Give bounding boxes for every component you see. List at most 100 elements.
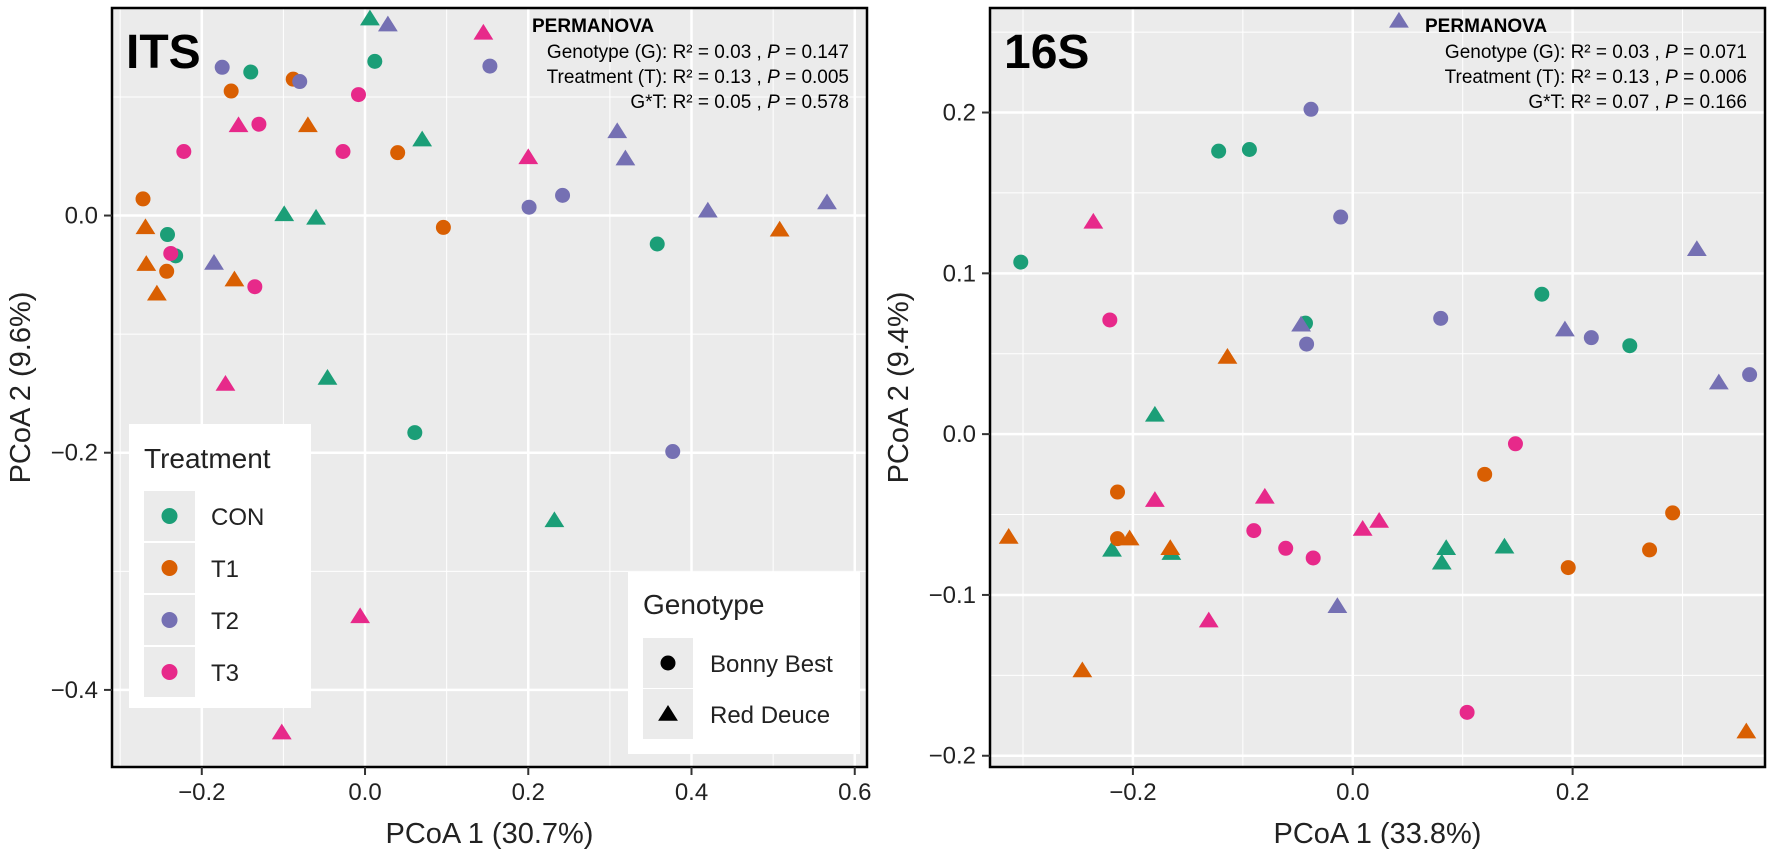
its-point-t2-circle <box>521 199 537 215</box>
permanova-p-symbol: P <box>1665 92 1678 113</box>
16s-point-t1-circle <box>1560 560 1576 576</box>
16s-point-t3-triangle <box>1144 491 1165 507</box>
16s-point-t2-triangle <box>1708 373 1729 390</box>
its-permanova-row: G*T: R² = 0.05 , P = 0.578 <box>630 92 849 113</box>
its-point-con-triangle <box>412 130 433 147</box>
treatment-legend-label: T3 <box>211 660 239 687</box>
its-x-tick-label: 0.0 <box>348 779 381 806</box>
16s-point-t3-triangle <box>1352 520 1373 536</box>
16s-point-con-triangle <box>1494 537 1515 554</box>
16s-y-tick-label: 0.0 <box>943 421 976 448</box>
its-point-t2-triangle <box>204 253 224 270</box>
its-point-t3-triangle <box>473 23 494 40</box>
its-point-t1-circle <box>223 83 239 99</box>
permanova-stat: Treatment (T): R² = 0.13 , <box>1445 67 1666 88</box>
its-point-t2-triangle <box>697 201 718 218</box>
16s-y-tick-label: 0.1 <box>943 260 976 287</box>
its-point-con-circle <box>243 64 259 80</box>
16s-point-con-triangle <box>1102 540 1122 557</box>
its-point-t3-triangle <box>215 374 236 391</box>
its-x-tick-label: 0.6 <box>838 779 871 806</box>
treatment-legend-marker-t2 <box>161 612 178 628</box>
its-point-t3-circle <box>247 279 263 295</box>
its-point-t1-circle <box>135 191 151 207</box>
16s-point-t1-circle <box>1477 466 1493 482</box>
its-point-t1-triangle <box>224 270 245 287</box>
its-point-t2-triangle <box>817 193 837 210</box>
16s-x-axis-label: PCoA 1 (33.8%) <box>1274 818 1482 850</box>
treatment-legend-title: Treatment <box>144 443 271 474</box>
permanova-p-value: = 0.071 <box>1678 42 1747 63</box>
its-panel-title: ITS <box>126 26 201 79</box>
16s-x-tick-label: 0.2 <box>1556 779 1589 806</box>
its-point-t3-circle <box>163 245 179 261</box>
16s-panel: −0.2 0.0 0.2 0.2 0.1 0.0 −0.1 −0.2 PCoA 1 (33.8%… <box>883 6 1767 850</box>
its-point-t2-triangle <box>615 149 636 166</box>
its-point-t1-triangle <box>769 220 790 237</box>
treatment-legend-marker-t1 <box>161 560 178 576</box>
its-point-t1-circle <box>435 219 451 235</box>
16s-permanova-row: Genotype (G): R² = 0.03 , P = 0.071 <box>1445 42 1747 63</box>
16s-point-con-circle <box>1241 142 1257 158</box>
its-x-tick-label: 0.2 <box>512 779 545 806</box>
its-point-t1-triangle <box>135 218 156 235</box>
16s-point-con-triangle <box>1144 405 1165 422</box>
16s-point-t1-triangle <box>1119 529 1140 546</box>
16s-point-t3-circle <box>1278 540 1294 556</box>
permanova-p-symbol: P <box>767 42 780 63</box>
16s-point-t1-triangle <box>998 528 1019 544</box>
16s-point-t2-triangle <box>1291 315 1311 332</box>
its-plot-frame <box>110 6 869 769</box>
its-permanova-row: Treatment (T): R² = 0.13 , P = 0.005 <box>547 67 849 88</box>
its-point-t1-circle <box>390 145 406 161</box>
genotype-legend-label: Red Deuce <box>710 702 830 729</box>
genotype-legend-marker-triangle <box>658 705 678 721</box>
its-point-t1-circle <box>159 263 175 279</box>
its-point-t3-circle <box>335 143 351 159</box>
its-point-t3-triangle <box>271 723 292 740</box>
its-panel: −0.2 0.0 0.2 0.4 0.6 0.0 −0.2 −0.4 PCoA 1 (30.7%… <box>5 6 871 850</box>
its-point-t3-circle <box>350 87 366 103</box>
its-point-t1-triangle <box>136 255 157 271</box>
its-point-t1-triangle <box>297 116 318 133</box>
its-point-con-circle <box>160 227 176 243</box>
treatment-legend-label: T2 <box>211 608 239 635</box>
genotype-legend-title: Genotype <box>643 589 764 620</box>
16s-point-t3-circle <box>1459 704 1475 720</box>
16s-point-t3-circle <box>1102 312 1118 328</box>
16s-y-tick-label: 0.2 <box>943 100 976 127</box>
permanova-stat: G*T: R² = 0.05 , <box>630 92 767 113</box>
its-point-t3-triangle <box>228 116 249 133</box>
its-permanova-row: Genotype (G): R² = 0.03 , P = 0.147 <box>547 42 849 63</box>
its-x-tick-label: 0.4 <box>675 779 708 806</box>
genotype-legend-label: Bonny Best <box>710 651 833 678</box>
16s-point-con-circle <box>1534 286 1550 302</box>
16s-y-tick-label: −0.1 <box>929 582 976 609</box>
16s-permanova-row: Treatment (T): R² = 0.13 , P = 0.006 <box>1445 67 1747 88</box>
its-point-t3-circle <box>251 116 267 132</box>
16s-y-axis-label: PCoA 2 (9.4%) <box>883 292 915 484</box>
its-point-con-triangle <box>544 511 565 528</box>
16s-point-con-circle <box>1013 254 1029 270</box>
16s-point-con-triangle <box>1436 539 1457 556</box>
its-point-con-triangle <box>306 208 326 225</box>
16s-point-t3-triangle <box>1254 487 1275 504</box>
permanova-p-value: = 0.578 <box>780 92 849 113</box>
its-point-t2-circle <box>292 74 308 90</box>
16s-point-t3-circle <box>1305 550 1321 566</box>
16s-panel-title: 16S <box>1004 26 1089 79</box>
its-point-t3-triangle <box>518 148 539 165</box>
16s-point-t1-triangle <box>1217 347 1238 364</box>
16s-point-t1-circle <box>1665 505 1681 521</box>
permanova-p-value: = 0.006 <box>1678 67 1747 88</box>
16s-point-t2-circle <box>1333 209 1349 225</box>
16s-point-t2-triangle <box>1327 597 1348 613</box>
16s-point-t2-circle <box>1299 336 1315 352</box>
treatment-legend-label: T1 <box>211 556 239 583</box>
16s-point-t1-circle <box>1110 531 1126 547</box>
16s-point-t2-circle <box>1433 310 1449 326</box>
its-y-axis-label: PCoA 2 (9.6%) <box>5 292 37 484</box>
16s-y-tick-label: −0.2 <box>929 743 976 770</box>
its-point-con-triangle <box>317 369 338 385</box>
genotype-legend-marker-circle <box>660 655 676 671</box>
